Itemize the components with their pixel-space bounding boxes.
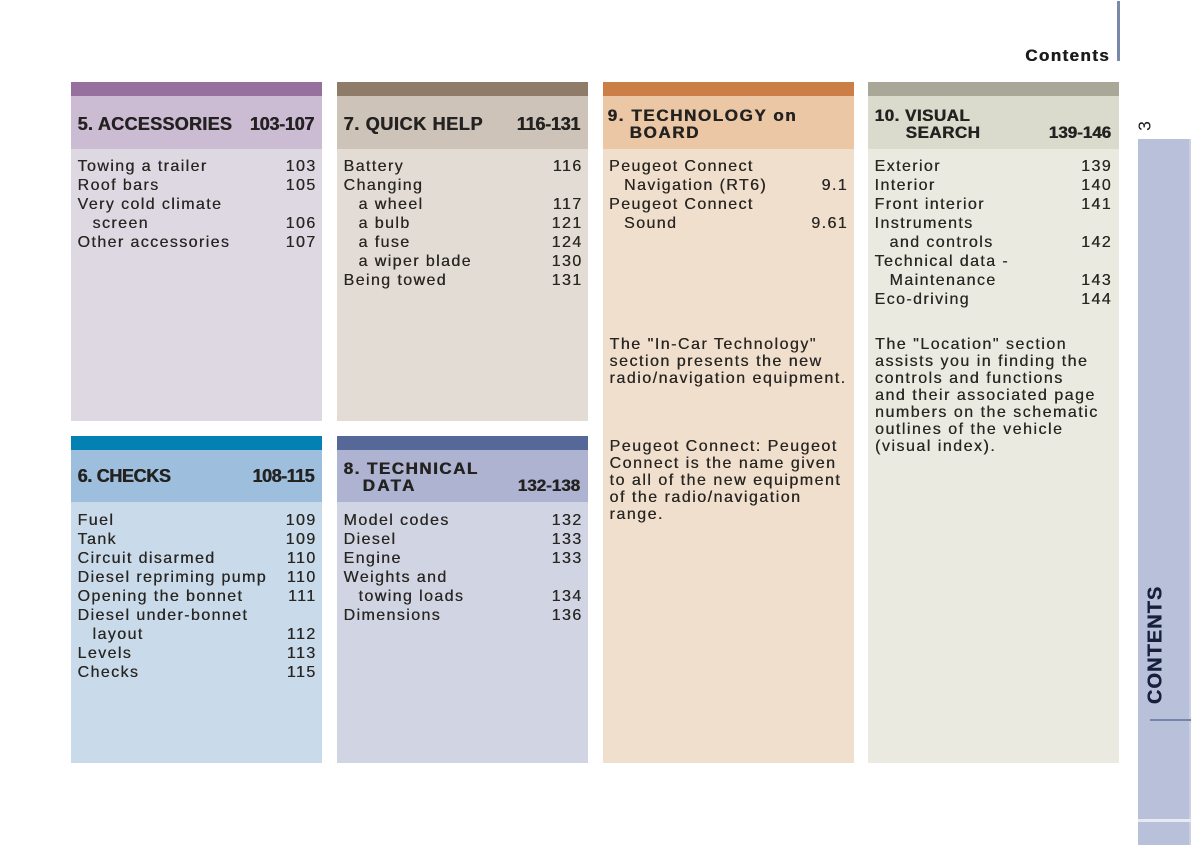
svg-text:3: 3 [1134, 121, 1154, 131]
